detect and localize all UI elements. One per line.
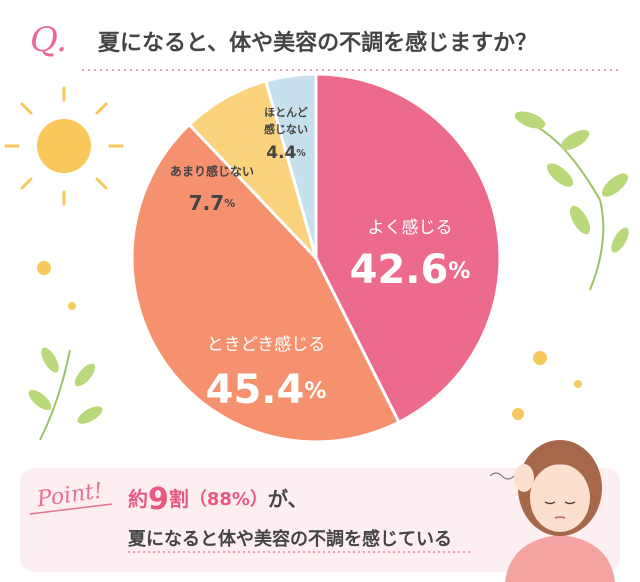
leaves (28, 111, 629, 441)
value-label: 45.4% (206, 367, 327, 413)
sun (4, 86, 124, 206)
slice-label-line: 感じない (264, 122, 308, 136)
slice-label-line: ほとんど (264, 106, 308, 119)
callout-text: 割 (169, 487, 189, 511)
callout-line1: 約9割（88%）が、 (128, 482, 308, 517)
chart-title: 夏になると、体や美容の不調を感じますか？ (98, 30, 537, 56)
slice-label: ときどき感じる (207, 335, 326, 355)
pie-slice (263, 72, 318, 259)
value-label-part: 42.6 (350, 247, 449, 293)
question-mark: Q. (30, 20, 67, 60)
value-label: 42.6% (350, 247, 471, 293)
slice-label: あまり感じない (170, 164, 254, 179)
dots (37, 261, 582, 420)
slice-label: よく感じる (368, 218, 453, 238)
callout-box (20, 468, 620, 572)
callout-number: 9 (148, 482, 169, 517)
value-label-part: % (224, 197, 235, 210)
slice-label: ほとんど感じない (264, 106, 308, 136)
pie-slice (130, 122, 401, 444)
callout-line2: 夏になると体や美容の不調を感じている (128, 528, 452, 550)
badge-underline (29, 503, 113, 515)
callout-text: 約 (128, 487, 148, 511)
value-label-part: % (296, 148, 306, 159)
callout-text: が、 (268, 487, 308, 511)
value-label: 4.4% (266, 143, 306, 163)
value-label-part: 4.4 (266, 143, 296, 163)
callout-text: （88%） (189, 489, 268, 510)
value-label-part: % (304, 379, 326, 404)
value-label-part: 7.7 (189, 191, 224, 215)
value-label-part: 45.4 (206, 367, 305, 413)
pie-slice (314, 72, 502, 425)
woman-illustration (489, 440, 615, 582)
value-label: 7.7% (189, 191, 235, 215)
value-label-part: % (448, 259, 470, 284)
pie: よく感じる 42.6% ときどき感じる 45.4% あまり感じない 7.7% ほとんど感じな… (130, 72, 502, 444)
